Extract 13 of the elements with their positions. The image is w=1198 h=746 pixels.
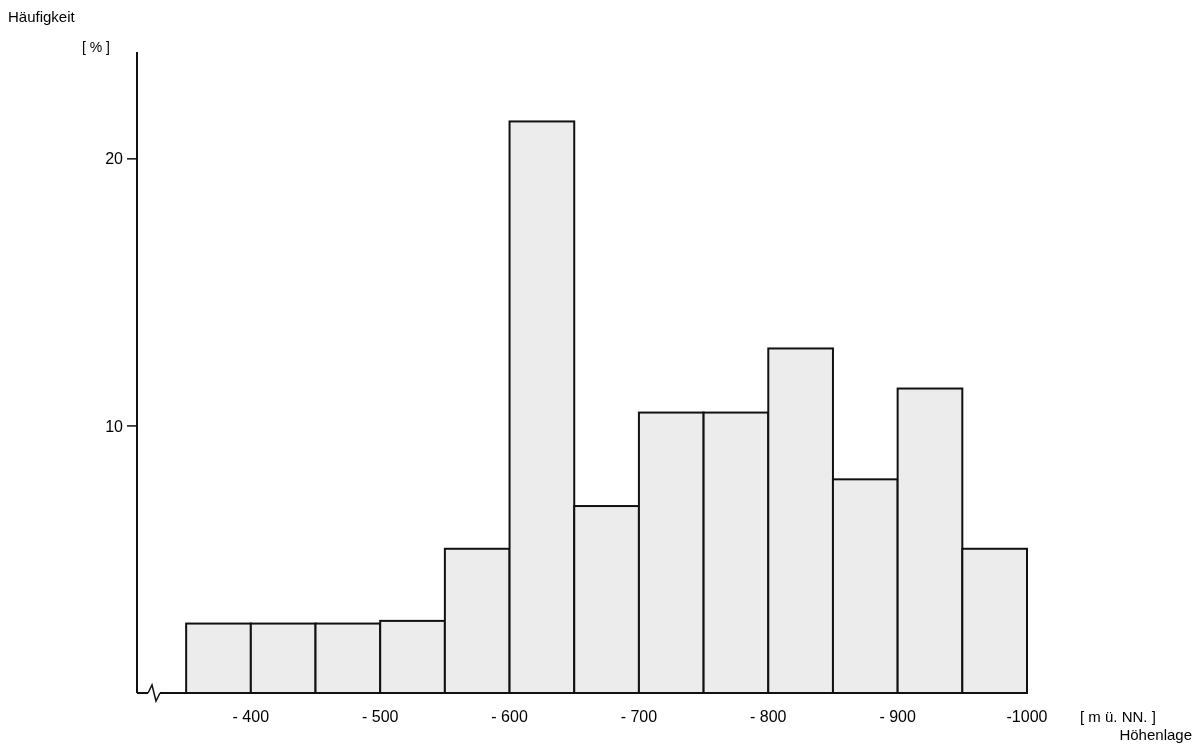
x-tick-label: - 700 [620,708,658,725]
text: [ m ü. NN. ] [1080,708,1156,725]
y-axis-title: Häufigkeit [8,8,76,25]
text: [ % ] [81,39,111,55]
y-tick-label: 10 [105,417,124,435]
x-tick-label: - 800 [750,708,787,725]
x-tick-label: - 600 [491,708,528,725]
x-tick-label: - 400 [232,708,270,725]
y-tick-label: 20 [105,150,124,168]
x-axis-title: Höhenlage [1119,726,1192,743]
x-tick-label: - 500 [361,708,399,725]
x-tick-label: -1000 [1006,708,1048,725]
x-tick-label: - 900 [879,708,916,725]
